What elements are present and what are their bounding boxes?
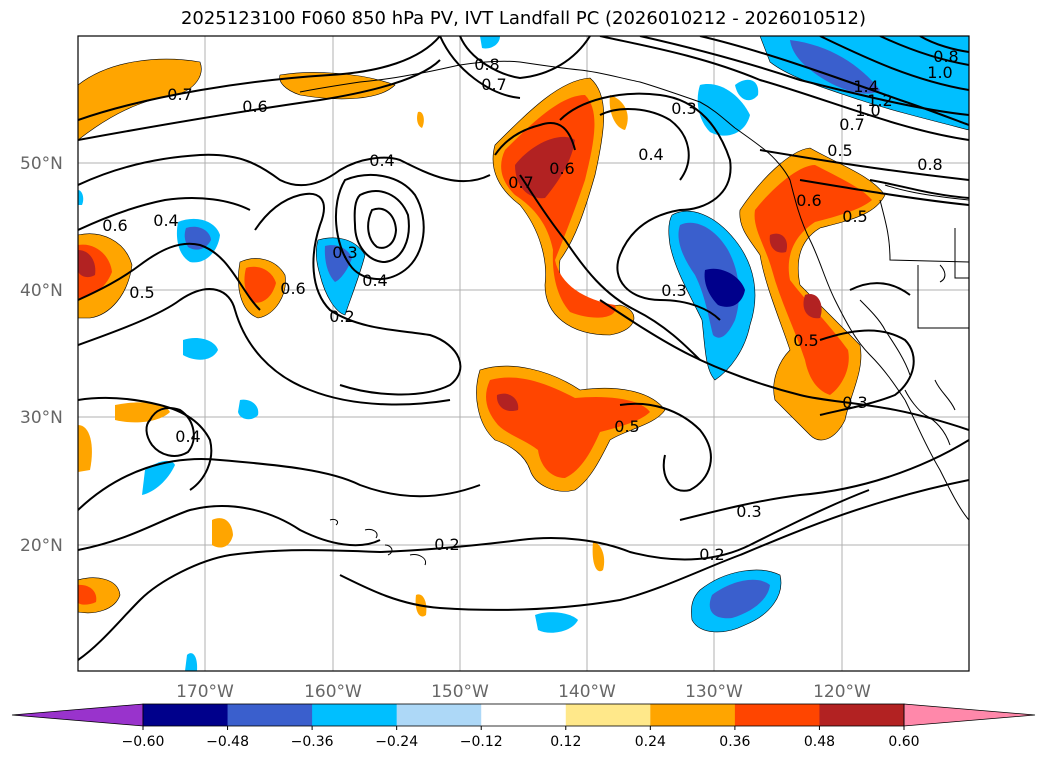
colorbar-extend-min [11, 703, 144, 727]
colorbar-tick-label: −0.24 [375, 734, 418, 750]
pv-contours [78, 36, 969, 661]
lat-label: 40°N [20, 281, 63, 301]
colorbar-tick-label: −0.36 [291, 734, 334, 750]
map-title: 2025123100 F060 850 hPa PV, IVT Landfall… [180, 8, 867, 29]
contour-label-group: 0.70.60.80.7 1.41.21.00.81.00.70.50.80.40… [102, 47, 958, 564]
colorbar-segment [565, 704, 651, 726]
contour-label: 0.6 [549, 159, 574, 178]
contour-label: 0.8 [474, 55, 499, 74]
contour-label: 0.2 [329, 307, 354, 326]
contour-label: 0.5 [827, 141, 852, 160]
colorbar-tick-label: 0.60 [888, 734, 919, 750]
contour-label: 0.5 [842, 207, 867, 226]
contour-label: 0.2 [699, 545, 724, 564]
lon-label: 160°W [304, 682, 362, 702]
lon-label: 130°W [685, 682, 743, 702]
colorbar-segment [819, 704, 905, 726]
contour-label: 0.4 [362, 271, 387, 290]
contour-label: 0.4 [175, 427, 200, 446]
map-panel [77, 35, 970, 672]
contour-label: 0.3 [671, 99, 696, 118]
contour-label: 1.0 [927, 63, 952, 82]
contour-label: 0.3 [332, 243, 357, 262]
colorbar-tick-label: 0.36 [719, 734, 750, 750]
colorbar-segment [650, 704, 736, 726]
contour-label: 0.7 [839, 115, 864, 134]
positive-anomaly-fill [78, 58, 886, 617]
lon-label: 140°W [558, 682, 616, 702]
lat-label: 20°N [20, 536, 63, 556]
colorbar-segment [481, 704, 567, 726]
colorbar-tick-label: −0.12 [460, 734, 503, 750]
colorbar-tick-label: 0.24 [635, 734, 666, 750]
colorbar-tick-label: −0.48 [206, 734, 249, 750]
contour-label: 0.6 [102, 216, 127, 235]
contour-label: 0.6 [242, 97, 267, 116]
contour-label: 0.3 [736, 502, 761, 521]
contour-label: 0.6 [796, 191, 821, 210]
contour-label: 0.3 [842, 393, 867, 412]
contour-label: 0.5 [614, 417, 639, 436]
contour-label: 0.5 [793, 331, 818, 350]
lat-label: 50°N [20, 154, 63, 174]
contour-label: 1.0 [855, 101, 880, 120]
colorbar-tick-label: 0.12 [550, 734, 581, 750]
contour-label: 0.7 [167, 85, 192, 104]
contour-label: 0.7 [508, 173, 533, 192]
contour-label: 0.6 [280, 279, 305, 298]
contour-label: 0.4 [153, 211, 178, 230]
colorbar-extend-max [903, 703, 1036, 727]
lon-label: 170°W [176, 682, 234, 702]
contour-label: 0.2 [434, 535, 459, 554]
contour-label: 0.8 [917, 155, 942, 174]
lon-label: 120°W [813, 682, 871, 702]
contour-label: 0.3 [661, 281, 686, 300]
colorbar-tick-label: −0.60 [122, 734, 165, 750]
colorbar-segment [734, 704, 820, 726]
colorbar-segment [312, 704, 398, 726]
lon-label: 150°W [431, 682, 489, 702]
coastlines [299, 60, 969, 566]
colorbar-segment [143, 704, 229, 726]
contour-label: 0.5 [129, 283, 154, 302]
colorbar-segment [396, 704, 482, 726]
contour-label: 0.8 [933, 47, 958, 66]
colorbar-tick-label: 0.48 [804, 734, 835, 750]
contour-label: 1.4 [853, 77, 878, 96]
contour-label: 0.7 [481, 75, 506, 94]
contour-label: 0.4 [638, 145, 663, 164]
contour-label: 1.2 [867, 91, 892, 110]
longitude-labels: 170°W 160°W 150°W 140°W 130°W 120°W [176, 682, 871, 702]
contour-label: 0.4 [369, 151, 394, 170]
latitude-labels: 50°N 40°N 30°N 20°N [20, 154, 63, 556]
lat-label: 30°N [20, 408, 63, 428]
colorbar-segment [227, 704, 313, 726]
colorbar: −0.60 −0.48 −0.36 −0.24 −0.12 0.12 0.24 0.36 0.4… [11, 703, 1036, 750]
